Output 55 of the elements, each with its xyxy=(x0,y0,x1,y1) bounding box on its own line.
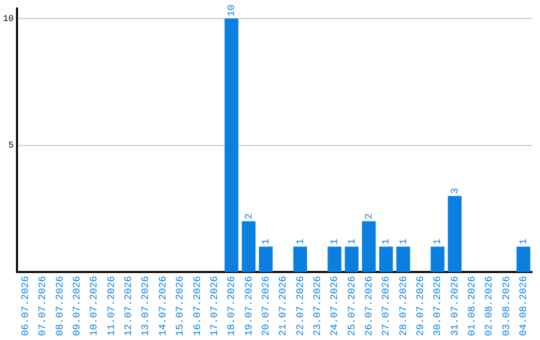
bar xyxy=(224,18,238,272)
x-tick-label: 08.07.2026 xyxy=(55,276,66,336)
x-tick-label: 02.08.2026 xyxy=(484,276,496,336)
bar xyxy=(396,246,410,272)
x-tick-label: 18.07.2026 xyxy=(227,276,238,336)
x-tick-label: 12.07.2026 xyxy=(124,276,136,336)
data-label: 1 xyxy=(519,238,530,245)
bar xyxy=(430,246,444,272)
data-label: 3 xyxy=(450,188,462,194)
data-label: 2 xyxy=(364,213,376,220)
x-tick-label: 04.08.2026 xyxy=(519,276,530,336)
x-tick-label: 19.07.2026 xyxy=(244,276,256,336)
y-tick-label: 5 xyxy=(8,140,14,151)
x-tick-label: 01.08.2026 xyxy=(468,276,479,336)
data-label: 1 xyxy=(296,238,307,245)
x-tick-label: 25.07.2026 xyxy=(347,276,358,336)
x-tick-label: 15.07.2026 xyxy=(176,276,187,336)
bar xyxy=(242,221,256,272)
bar xyxy=(293,246,308,272)
x-tick-label: 14.07.2026 xyxy=(158,276,170,336)
x-tick-label: 28.07.2026 xyxy=(398,276,410,336)
bar xyxy=(344,246,359,272)
x-tick-label: 24.07.2026 xyxy=(330,276,342,336)
x-tick-label: 07.07.2026 xyxy=(38,276,50,336)
x-tick-label: 20.07.2026 xyxy=(261,276,272,336)
data-label: 1 xyxy=(433,238,444,245)
x-tick-label: 16.07.2026 xyxy=(192,276,204,336)
data-label: 10 xyxy=(227,4,238,17)
x-tick-label: 21.07.2026 xyxy=(278,276,290,336)
bar xyxy=(362,221,376,272)
bar xyxy=(328,246,342,272)
data-label: 1 xyxy=(398,238,410,245)
x-tick-label: 31.07.2026 xyxy=(450,276,462,336)
x-tick-label: 09.07.2026 xyxy=(72,276,84,336)
x-tick-label: 27.07.2026 xyxy=(382,276,393,336)
bar xyxy=(516,246,530,272)
x-tick-label: 30.07.2026 xyxy=(433,276,444,336)
data-label: 1 xyxy=(347,238,358,245)
bar xyxy=(258,246,273,272)
x-tick-label: 03.08.2026 xyxy=(502,276,513,336)
x-tick-label: 17.07.2026 xyxy=(210,276,221,336)
x-tick-label: 06.07.2026 xyxy=(21,276,32,336)
x-tick-label: 29.07.2026 xyxy=(416,276,428,336)
bar xyxy=(379,246,393,272)
x-tick-label: 22.07.2026 xyxy=(296,276,307,336)
x-tick-label: 11.07.2026 xyxy=(106,276,118,336)
data-label: 2 xyxy=(244,213,256,220)
x-tick-label: 23.07.2026 xyxy=(312,276,324,336)
bar xyxy=(448,196,462,272)
x-tick-label: 10.07.2026 xyxy=(90,276,101,336)
data-label: 1 xyxy=(382,238,393,245)
x-tick-label: 26.07.2026 xyxy=(364,276,376,336)
data-label: 1 xyxy=(330,238,342,245)
data-label: 1 xyxy=(261,238,272,245)
x-tick-label: 13.07.2026 xyxy=(141,276,152,336)
